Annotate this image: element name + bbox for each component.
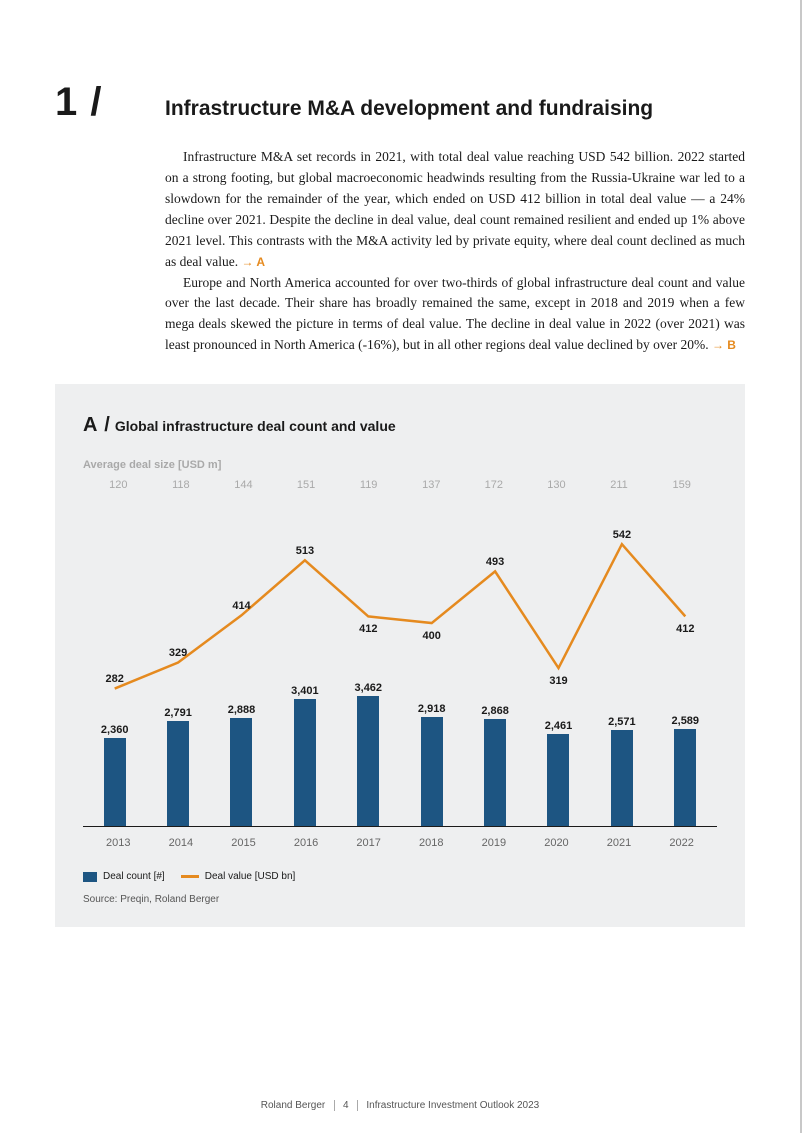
footer-doc-title: Infrastructure Investment Outlook 2023 (366, 1100, 539, 1111)
deal-value-label: 412 (676, 623, 694, 635)
avg-deal-size-value: 119 (337, 479, 400, 491)
avg-deal-size-value: 211 (588, 479, 651, 491)
chart-column: 3,462 (337, 682, 400, 826)
section-number: 1 / (55, 80, 165, 125)
chart-column: 2,791 (146, 707, 209, 826)
swatch-bar-icon (83, 872, 97, 882)
reference-b: → B (712, 338, 736, 352)
chart-source: Source: Preqin, Roland Berger (83, 894, 717, 905)
deal-count-bar (357, 696, 379, 826)
deal-count-bar (674, 729, 696, 826)
chart-column: 2,589 (654, 715, 717, 826)
deal-count-label: 2,589 (672, 715, 700, 727)
avg-deal-size-value: 151 (275, 479, 338, 491)
footer-page-number: 4 (334, 1100, 358, 1111)
avg-deal-size-value: 137 (400, 479, 463, 491)
x-axis-year: 2015 (212, 837, 275, 849)
legend-deal-count: Deal count [#] (83, 871, 165, 882)
avg-deal-size-value: 144 (212, 479, 275, 491)
avg-deal-size-value: 130 (525, 479, 588, 491)
deal-count-label: 3,462 (355, 682, 383, 694)
x-axis-year: 2018 (400, 837, 463, 849)
chart-column: 2,888 (210, 704, 273, 826)
x-axis-year: 2019 (463, 837, 526, 849)
legend-deal-value: Deal value [USD bn] (181, 871, 296, 882)
x-axis-year: 2017 (337, 837, 400, 849)
deal-count-bar (547, 734, 569, 826)
chart-column: 2,360 (83, 724, 146, 827)
deal-value-label: 319 (549, 675, 567, 687)
x-axis-year: 2020 (525, 837, 588, 849)
deal-count-bar (104, 738, 126, 827)
section-title: Infrastructure M&A development and fundr… (165, 97, 653, 121)
chart-panel: A / Global infrastructure deal count and… (55, 384, 745, 927)
avg-deal-size-value: 120 (87, 479, 150, 491)
deal-count-label: 2,918 (418, 703, 446, 715)
deal-count-bar (611, 730, 633, 827)
x-axis-year: 2022 (650, 837, 713, 849)
chart-column: 2,868 (463, 705, 526, 827)
avg-deal-size-value: 159 (650, 479, 713, 491)
body-text: Infrastructure M&A set records in 2021, … (165, 147, 745, 356)
avg-deal-size-value: 118 (150, 479, 213, 491)
deal-count-bar (484, 719, 506, 827)
paragraph-1: Infrastructure M&A set records in 2021, … (165, 149, 745, 269)
deal-count-label: 2,461 (545, 720, 573, 732)
deal-count-bar (230, 718, 252, 826)
swatch-line-icon (181, 875, 199, 878)
chart-column: 3,401 (273, 685, 336, 827)
deal-value-label: 414 (232, 600, 250, 612)
chart-column: 2,918 (400, 703, 463, 827)
deal-count-label: 2,868 (481, 705, 509, 717)
deal-value-label: 513 (296, 545, 314, 557)
chart-plot-area: 2,360 2,791 2,888 3,401 3,462 2,918 2,868 2,461… (83, 497, 717, 827)
chart-letter: A / (83, 414, 111, 437)
paragraph-2: Europe and North America accounted for o… (165, 275, 745, 353)
deal-count-bar (167, 721, 189, 826)
deal-value-label: 493 (486, 556, 504, 568)
deal-value-label: 400 (423, 630, 441, 642)
deal-value-label: 329 (169, 647, 187, 659)
deal-count-label: 2,888 (228, 704, 256, 716)
avg-deal-size-value: 172 (463, 479, 526, 491)
x-axis-year: 2013 (87, 837, 150, 849)
chart-title: Global infrastructure deal count and val… (115, 418, 396, 434)
avg-deal-size-label: Average deal size [USD m] (83, 459, 717, 471)
deal-value-label: 282 (106, 673, 124, 685)
chart-legend: Deal count [#] Deal value [USD bn] (83, 871, 717, 882)
footer-brand: Roland Berger (261, 1100, 325, 1111)
chart-column: 2,461 (527, 720, 590, 826)
x-axis-year: 2021 (588, 837, 651, 849)
deal-count-label: 2,360 (101, 724, 129, 736)
deal-count-bar (421, 717, 443, 827)
chart-x-axis: 2013201420152016201720182019202020212022 (83, 837, 717, 849)
chart-column: 2,571 (590, 716, 653, 827)
deal-count-label: 2,791 (164, 707, 192, 719)
legend-line-label: Deal value [USD bn] (205, 871, 296, 882)
legend-bar-label: Deal count [#] (103, 871, 165, 882)
page-footer: Roland Berger 4 Infrastructure Investmen… (0, 1100, 800, 1111)
deal-count-label: 2,571 (608, 716, 636, 728)
deal-count-label: 3,401 (291, 685, 319, 697)
deal-value-label: 542 (613, 529, 631, 541)
avg-deal-size-row: 120118144151119137172130211159 (83, 479, 717, 491)
deal-value-label: 412 (359, 623, 377, 635)
x-axis-year: 2016 (275, 837, 338, 849)
deal-count-bar (294, 699, 316, 827)
x-axis-year: 2014 (150, 837, 213, 849)
reference-a: → A (241, 255, 265, 269)
